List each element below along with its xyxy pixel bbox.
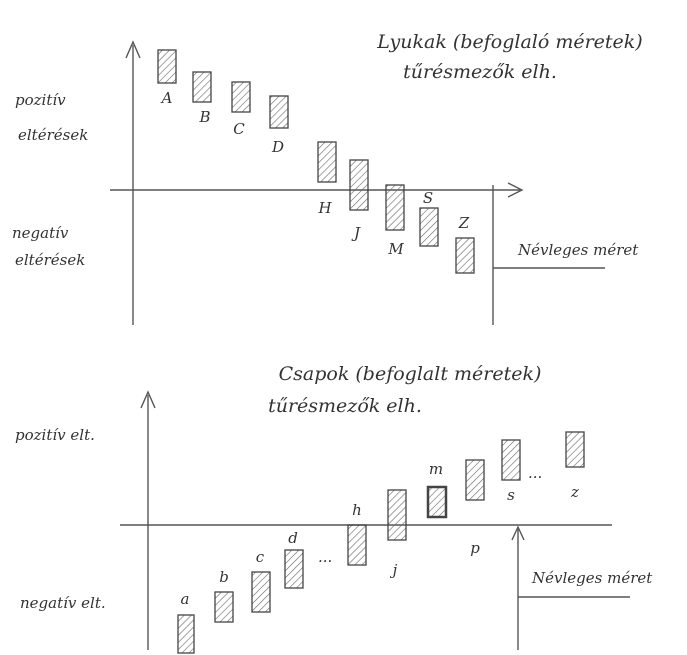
field <box>269 95 289 129</box>
shafts-panel: Csapok (befoglalt méretek) tűrésmezők el… <box>15 363 653 654</box>
field-label: S <box>423 189 433 207</box>
field <box>387 489 407 541</box>
field <box>385 184 405 231</box>
field-label: M <box>387 240 404 258</box>
field-label: C <box>233 120 245 138</box>
nominal-label: Névleges méret <box>517 241 639 259</box>
field <box>284 549 304 589</box>
nominal-label: Névleges méret <box>531 569 653 587</box>
field-label: Z <box>458 214 470 232</box>
field <box>177 614 195 654</box>
continuation: ... <box>318 548 332 566</box>
field <box>349 159 369 211</box>
field-label: B <box>198 108 210 126</box>
side-label: negatív <box>12 224 69 242</box>
field-label: A <box>160 89 173 107</box>
field-label: z <box>570 483 579 501</box>
arrowhead <box>125 40 141 59</box>
side-label: eltérések <box>15 251 85 269</box>
field-label: h <box>352 501 362 519</box>
side-label: pozitív elt. <box>15 426 95 444</box>
field-label: s <box>507 486 515 504</box>
field-label: J <box>351 224 361 242</box>
field <box>214 591 234 623</box>
field <box>157 49 177 84</box>
field-label: m <box>429 460 443 478</box>
subtitle: tűrésmezők elh. <box>268 395 422 417</box>
field-label: d <box>288 529 298 547</box>
holes-panel: Lyukak (befoglaló méretek) tűrésmezők el… <box>12 31 643 325</box>
title: Lyukak (befoglaló méretek) <box>376 31 642 53</box>
field <box>251 571 271 613</box>
field-label: c <box>256 548 265 566</box>
field <box>231 81 251 113</box>
field-label: b <box>219 568 229 586</box>
arrowhead <box>140 390 156 409</box>
title: Csapok (befoglalt méretek) <box>279 363 542 385</box>
field <box>192 71 212 103</box>
arrowhead <box>507 182 524 198</box>
field <box>455 237 475 274</box>
subtitle: tűrésmezők elh. <box>403 61 557 83</box>
side-label: pozitív <box>15 91 66 109</box>
field-label: p <box>470 539 480 557</box>
side-label: negatív elt. <box>20 594 106 612</box>
side-label: eltérések <box>18 126 88 144</box>
field-label: D <box>271 138 284 156</box>
field <box>465 459 485 501</box>
field <box>565 431 585 468</box>
field <box>419 207 439 247</box>
field <box>426 485 448 519</box>
field <box>501 439 521 481</box>
arrowhead <box>511 525 525 541</box>
field-label: a <box>181 590 190 608</box>
field-label: j <box>390 561 398 579</box>
continuation: ... <box>528 464 542 482</box>
field <box>317 141 337 183</box>
field-label: H <box>317 199 332 217</box>
field <box>347 524 367 566</box>
